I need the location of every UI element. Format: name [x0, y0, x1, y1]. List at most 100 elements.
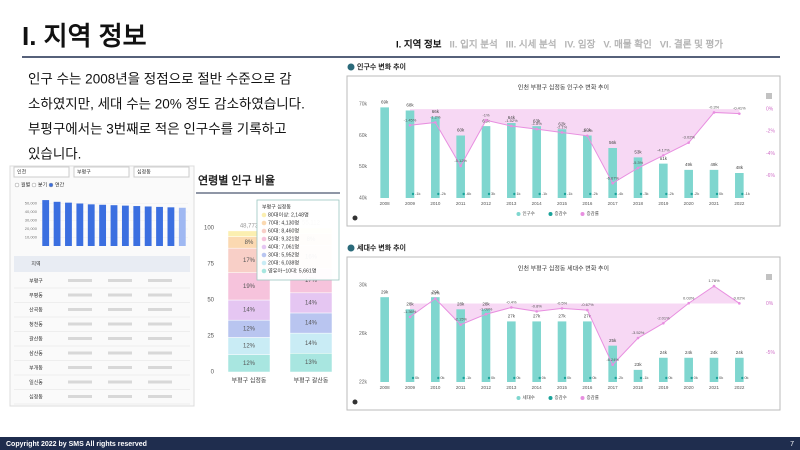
- x-tick-label: 2021: [709, 201, 720, 206]
- y-tick-label: 70k: [359, 102, 368, 108]
- rate-label: -6.24%: [606, 357, 619, 362]
- x-tick-label: 2014: [532, 385, 543, 390]
- x-tick-label: 2019: [658, 201, 669, 206]
- summary-line: 인구 수는 2008년을 정점으로 절반 수준으로 감: [28, 72, 292, 87]
- rate-label: -1%: [482, 112, 490, 117]
- table-cell-text: [148, 395, 172, 398]
- change-label: -2k: [618, 375, 624, 380]
- y-tick-label: 50k: [359, 164, 368, 170]
- age-segment-label: 13%: [305, 360, 318, 366]
- table-cell-text: [68, 351, 92, 355]
- bar: [583, 135, 592, 198]
- bar-label: 66k: [432, 109, 440, 114]
- table-row-name: 삼산동: [29, 350, 43, 357]
- bar: [380, 297, 389, 382]
- table-row-name: 청천동: [29, 321, 43, 328]
- change-label: 0k: [694, 375, 698, 380]
- footer-bar: [0, 437, 800, 450]
- bar-label: 49k: [685, 162, 693, 167]
- table-cell-text: [148, 337, 172, 340]
- rate-point: [510, 124, 513, 128]
- table-cell-text: [68, 380, 92, 384]
- table-cell-text: [108, 322, 132, 326]
- x-tick-label: 2013: [506, 201, 517, 206]
- y-tick-label: 26k: [359, 331, 368, 337]
- nav-item: VI. 결론 및 평가: [660, 39, 723, 51]
- bar: [532, 126, 541, 198]
- bar: [431, 297, 440, 382]
- bar: [684, 357, 693, 382]
- tooltip-line: 60대: 8,460명: [268, 226, 299, 234]
- rate-point: [484, 118, 488, 122]
- rate-label: -0.3%: [709, 105, 720, 110]
- rate-label: 0.5%: [431, 291, 441, 296]
- rate-point: [662, 154, 665, 157]
- change-dot: [665, 376, 668, 380]
- select-box[interactable]: [133, 166, 190, 178]
- age-segment-label: 12%: [243, 361, 256, 367]
- x-tick-label: 2015: [557, 385, 568, 390]
- change-dot: [614, 376, 617, 380]
- tooltip-line: 30대: 5,952명: [268, 250, 299, 258]
- rate-point: [712, 284, 716, 288]
- tooltip-line: 80대이상: 2,148명: [268, 210, 309, 218]
- change-label: -1k: [415, 191, 421, 196]
- table-cell-text: [68, 293, 92, 297]
- mini-y-tick: 50,000: [25, 201, 38, 206]
- age-segment-label: 14%: [305, 341, 318, 347]
- table-row-name: 십정동: [29, 393, 43, 400]
- y2-tick-label: 0%: [766, 106, 774, 112]
- rate-point: [484, 312, 488, 316]
- bar-label: 69k: [381, 100, 389, 105]
- change-label: 0k: [567, 375, 571, 380]
- rate-area: [410, 109, 740, 184]
- table-cell-text: [108, 351, 132, 355]
- bar-label: 63k: [533, 118, 541, 123]
- panel-icon: [347, 63, 355, 71]
- age-y-tick: 100: [204, 226, 215, 232]
- rate-point: [510, 306, 513, 309]
- bar-label: 48k: [736, 165, 744, 170]
- table-cell-text: [108, 308, 132, 311]
- table-row-name: 부개동: [29, 364, 43, 371]
- legend-label: 증감률: [587, 394, 599, 401]
- rate-label: -1.45%: [404, 117, 417, 122]
- legend-swatch: [548, 396, 553, 400]
- bar-label: 25k: [609, 338, 617, 343]
- rate-point: [560, 131, 564, 134]
- period-label: 월별: [21, 181, 31, 188]
- mini-y-tick: 30,000: [25, 218, 38, 223]
- change-label: -1k: [643, 375, 649, 380]
- corner-icon: [352, 215, 358, 221]
- rate-label: -2.01%: [657, 315, 670, 320]
- rate-line: [409, 285, 740, 366]
- age-category: 부평구 십정동: [232, 377, 267, 385]
- rate-label: -2.4%: [582, 128, 593, 133]
- tooltip-line: 영유아~10대: 5,661명: [268, 266, 317, 274]
- change-dot: [487, 376, 491, 380]
- x-tick-label: 2010: [430, 385, 441, 390]
- age-y-tick: 0: [211, 370, 215, 376]
- age-segment-label: 14%: [243, 308, 256, 314]
- change-dot: [538, 376, 541, 380]
- change-label: -4k: [618, 191, 624, 196]
- change-dot: [437, 192, 440, 196]
- age-segment-label: 12%: [243, 326, 256, 332]
- table-cell-text: [108, 279, 132, 282]
- mini-bar: [144, 206, 152, 246]
- select-box[interactable]: [13, 166, 70, 178]
- tooltip-line: 20대: 6,038명: [268, 258, 299, 266]
- change-label: 1k: [516, 191, 520, 196]
- y-tick-label: 60k: [359, 133, 368, 139]
- mini-bar: [99, 204, 107, 246]
- table-header: 지역: [31, 260, 40, 267]
- x-tick-label: 2010: [430, 201, 441, 206]
- chart-title: 인천 부평구 십정동 세대수 변화 추이: [518, 265, 609, 273]
- bar-label: 68k: [406, 103, 414, 108]
- x-tick-label: 2020: [684, 385, 695, 390]
- y2-tick-label: -4%: [766, 151, 775, 157]
- change-label: -3k: [643, 191, 649, 196]
- select-box[interactable]: [73, 166, 130, 178]
- rate-point: [687, 141, 690, 144]
